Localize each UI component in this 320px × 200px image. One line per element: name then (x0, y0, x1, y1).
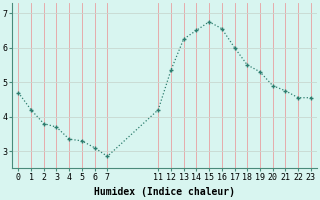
X-axis label: Humidex (Indice chaleur): Humidex (Indice chaleur) (94, 187, 235, 197)
